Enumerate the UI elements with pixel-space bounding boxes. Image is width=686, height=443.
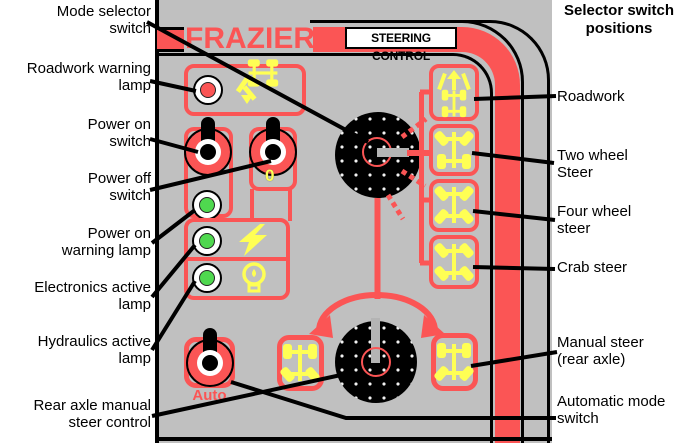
selector-positions-heading: Selector switch positions	[563, 2, 675, 37]
label-power-on: Power on switch	[87, 116, 151, 150]
axle-two-wheel-icon	[433, 129, 475, 170]
label-power-on-warning: Power on warning lamp	[61, 225, 151, 259]
steering-control-badge: STEERING CONTROL	[345, 27, 457, 63]
automatic-mode-switch[interactable]	[186, 328, 234, 387]
axle-crab-icon	[433, 241, 475, 283]
axle-four-wheel-icon	[433, 184, 475, 226]
power-on-warning-lamp	[192, 190, 222, 220]
label-four-wheel: Four wheel steer	[557, 203, 632, 237]
selector-position-four-wheel	[429, 179, 479, 232]
power-on-switch[interactable]	[184, 117, 232, 176]
label-roadwork-lamp: Roadwork warning lamp	[26, 60, 151, 94]
status-lamps-divider	[188, 257, 286, 261]
label-auto-mode: Automatic mode switch	[557, 393, 666, 427]
rear-steer-right-position	[431, 333, 478, 391]
label-electronics: Electronics active lamp	[34, 279, 151, 313]
label-two-wheel: Two wheel Steer	[557, 147, 628, 181]
label-mode-selector: Mode selector switch	[56, 3, 151, 37]
bulb-icon	[242, 262, 266, 293]
power-off-zero-label: 0	[265, 166, 275, 185]
selector-position-two-wheel	[429, 124, 479, 176]
mode-knob-pointer	[377, 148, 409, 157]
axle-rear-left-icon	[279, 343, 321, 384]
band-left-bar	[157, 27, 184, 52]
label-power-off: Power off switch	[87, 170, 151, 204]
connector-left	[250, 189, 254, 221]
selector-position-roadwork	[429, 64, 479, 121]
label-roadwork-pos: Roadwork	[557, 88, 625, 105]
roadwork-digger-icon	[235, 59, 300, 111]
selector-position-crab	[429, 235, 479, 289]
stripe-outer-border	[400, 20, 524, 443]
rear-steer-left-position	[277, 335, 324, 391]
label-crab: Crab steer	[557, 259, 628, 276]
hydraulics-active-lamp	[192, 263, 222, 293]
roadwork-warning-lamp	[193, 75, 223, 105]
axle-straight-icon	[441, 89, 467, 118]
lightning-icon	[239, 224, 267, 256]
electronics-active-lamp	[192, 226, 222, 256]
label-hydraulics: Hydraulics active lamp	[37, 333, 151, 367]
label-rear-axle-control: Rear axle manual steer control	[33, 397, 151, 431]
rear-knob-ring	[361, 347, 391, 377]
axle-rear-right-icon	[433, 342, 475, 383]
roadwork-arrow-icon	[437, 70, 471, 91]
rear-knob-pointer	[371, 318, 380, 363]
panel-bottom-border	[155, 437, 552, 441]
connector-right	[288, 189, 292, 221]
auto-label: Auto	[192, 387, 227, 404]
label-manual-steer: Manual steer (rear axle)	[557, 334, 644, 368]
brand-logo: FRAZIER	[185, 22, 315, 55]
